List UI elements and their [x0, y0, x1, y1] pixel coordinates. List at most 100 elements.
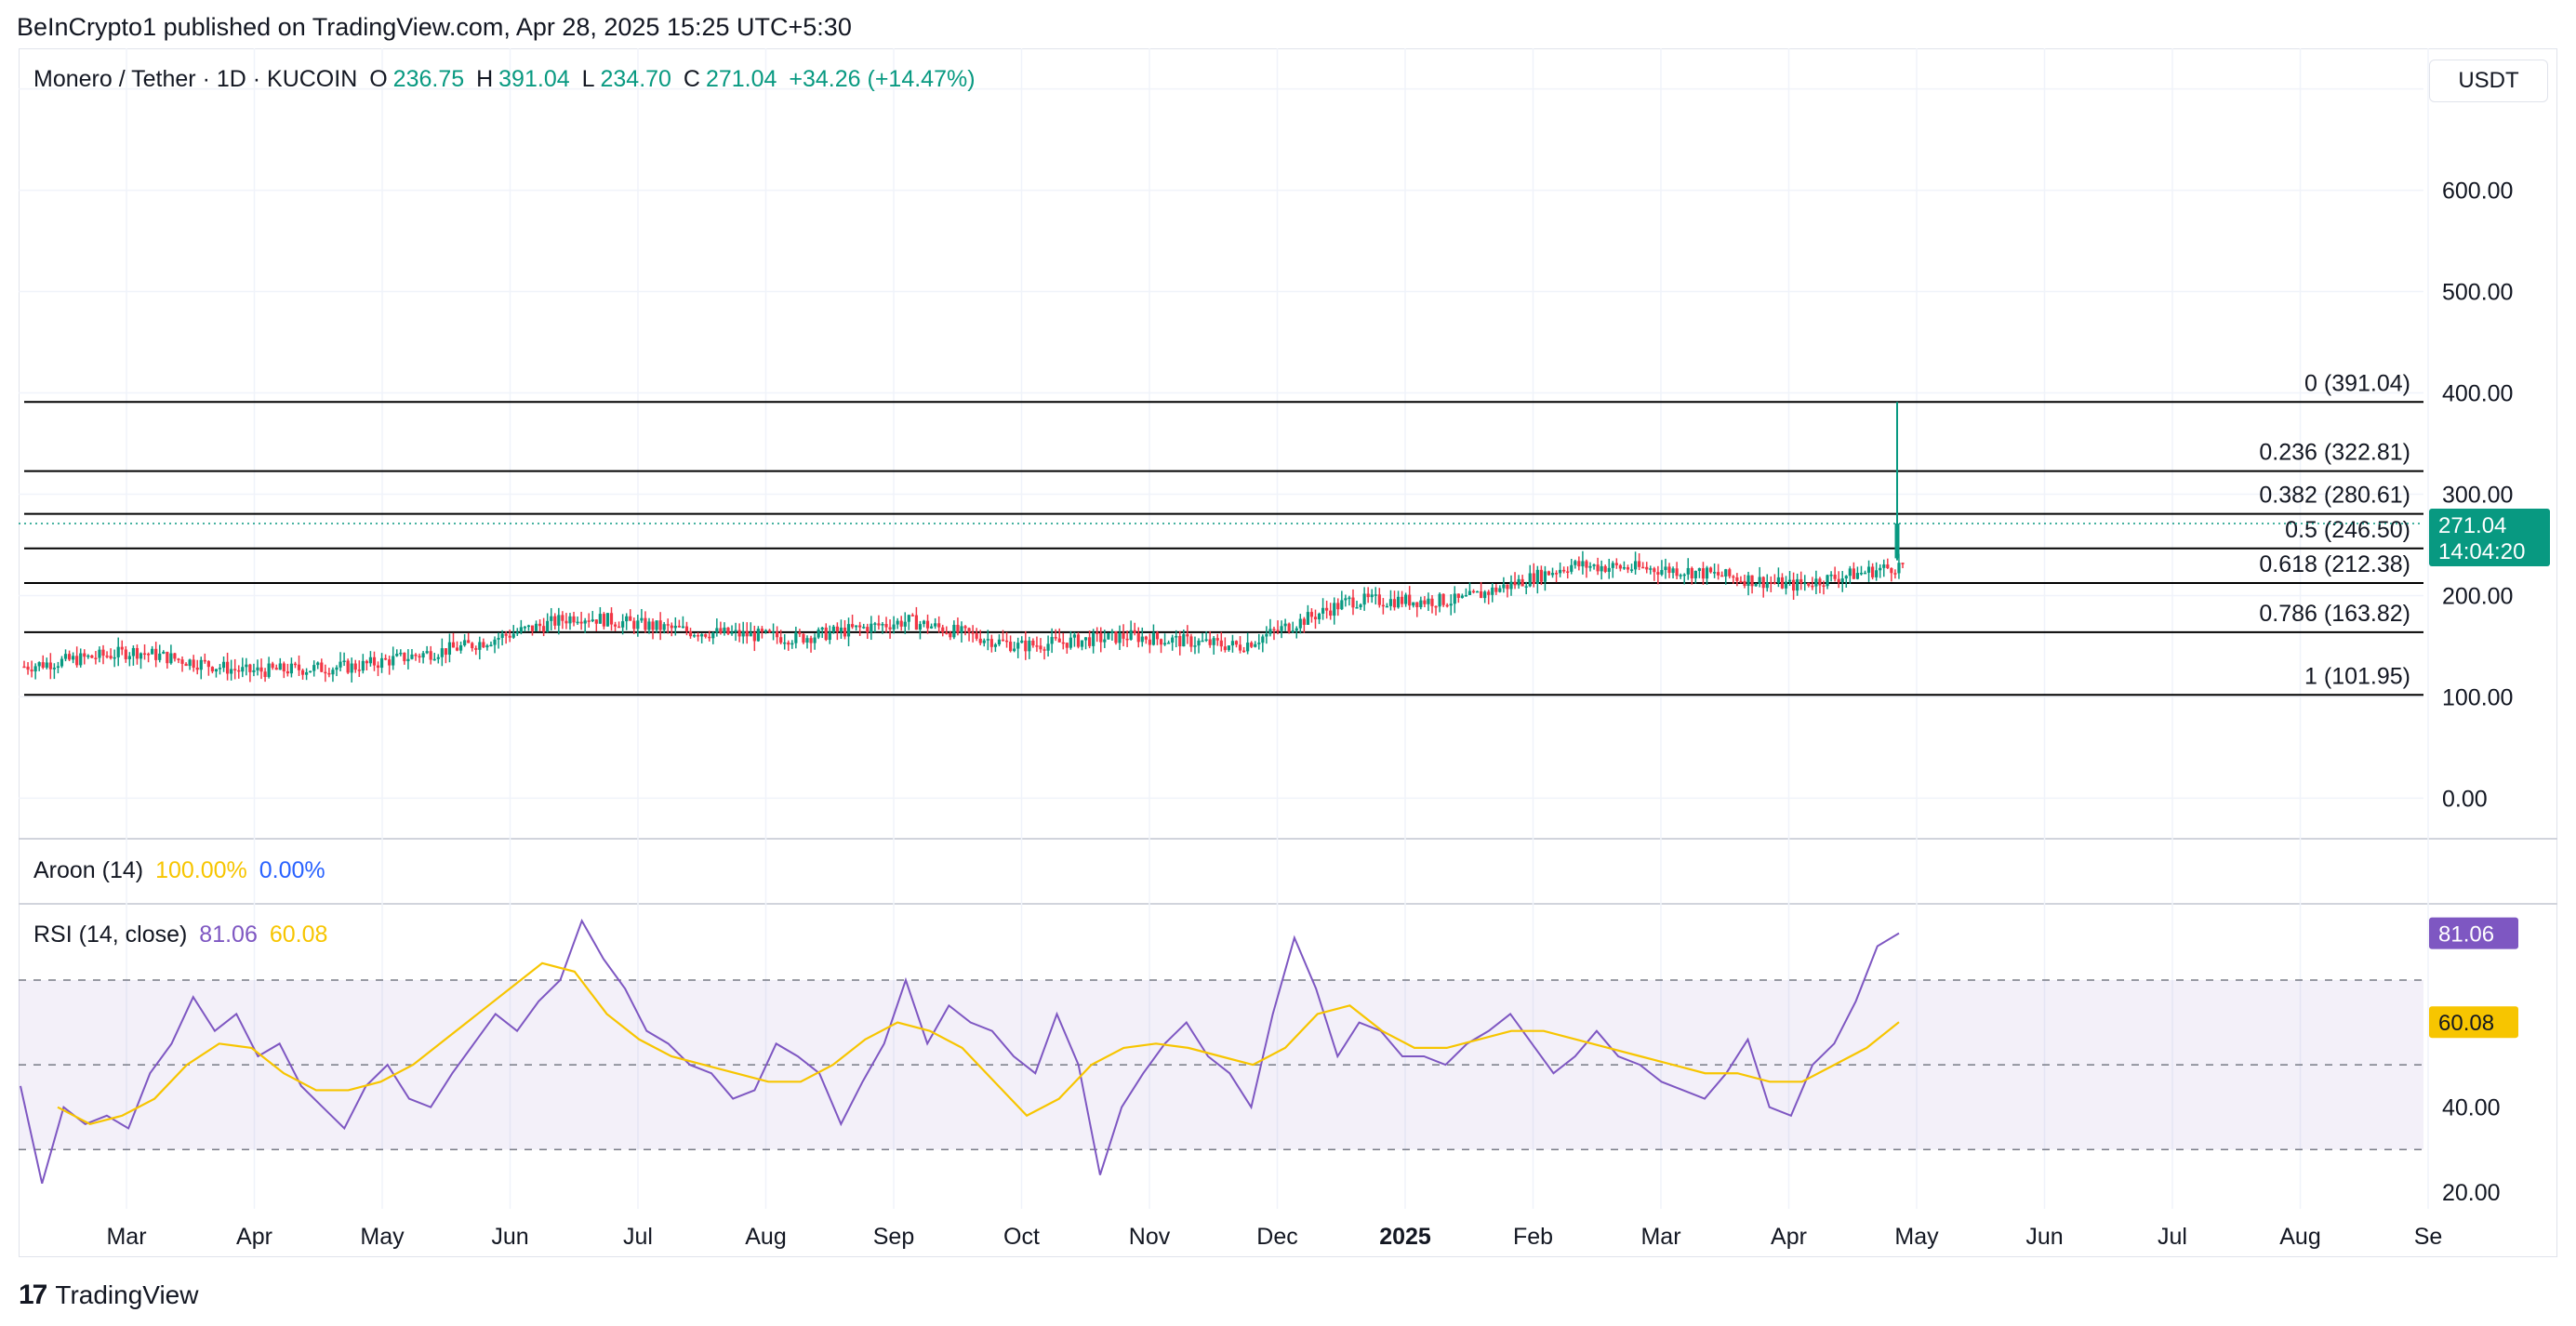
symbol-title[interactable]: Monero / Tether · 1D · KUCOIN — [33, 66, 358, 92]
x-tick-label: Sep — [873, 1224, 914, 1250]
candle-body — [771, 631, 776, 633]
candle-body — [708, 636, 711, 639]
last-candle-body — [1894, 524, 1900, 559]
candle-body — [52, 668, 56, 670]
rsi-title[interactable]: RSI (14, close) — [33, 922, 188, 948]
candle-body — [1155, 632, 1160, 640]
candle-body — [305, 671, 309, 675]
candle-body — [1427, 598, 1430, 604]
candle-body — [1028, 640, 1031, 652]
candle-body — [1238, 644, 1242, 651]
candle-body — [960, 626, 963, 633]
aroon-title[interactable]: Aroon (14) — [33, 857, 144, 883]
candle-body — [1280, 626, 1283, 631]
candle-body — [658, 620, 662, 630]
candle-body — [1171, 637, 1175, 643]
candle-body — [1265, 633, 1268, 637]
x-tick-label: Se — [2414, 1224, 2443, 1250]
candle-body — [342, 660, 346, 663]
candle-body — [1272, 629, 1276, 630]
candle-body — [1882, 564, 1886, 568]
candle-body — [1607, 567, 1611, 572]
candle-body — [327, 672, 331, 675]
candle-body — [1348, 597, 1351, 600]
candle-body — [625, 616, 629, 622]
candle-body — [1577, 561, 1581, 567]
x-tick-label: Aug — [745, 1224, 786, 1250]
candle-body — [1344, 598, 1348, 601]
candle-body — [1550, 573, 1555, 576]
candle-body — [316, 662, 320, 666]
candle-body — [1859, 572, 1864, 575]
candle-body — [376, 665, 380, 669]
candle-body — [1423, 600, 1427, 604]
candle-body — [877, 623, 881, 626]
candle-body — [1746, 575, 1750, 587]
fib-level-label: 0.5 (246.50) — [2285, 517, 2410, 543]
candle-body — [1381, 604, 1385, 607]
rsi-value-badge — [2429, 917, 2518, 949]
candle-body — [37, 662, 41, 667]
candle-body — [858, 625, 862, 628]
candle-body — [210, 667, 215, 672]
fib-level-label: 1 (101.95) — [2304, 663, 2410, 689]
candle-body — [1412, 602, 1415, 606]
brand[interactable]: 17 TradingView — [19, 1280, 198, 1311]
candle-body — [471, 643, 474, 649]
candle-body — [1739, 580, 1743, 583]
candle-body — [587, 620, 591, 622]
candle-body — [1080, 640, 1084, 647]
candle-body — [1441, 593, 1445, 605]
candle-body — [910, 615, 914, 617]
candle-body — [30, 670, 33, 672]
candle-body — [285, 670, 289, 674]
candle-body — [225, 661, 230, 674]
candle-body — [1396, 596, 1401, 608]
candle-body — [1415, 602, 1419, 607]
candle-body — [1321, 607, 1325, 614]
candle-body — [1600, 565, 1603, 572]
candle-body — [534, 623, 538, 631]
candle-body — [297, 664, 301, 670]
fib-level-label: 0 (391.04) — [2304, 370, 2410, 396]
aroon-up-value: 100.00% — [155, 857, 247, 883]
candles-group — [22, 550, 1905, 683]
candle-body — [850, 624, 855, 628]
candle-body — [805, 638, 809, 643]
candle-body — [711, 632, 715, 639]
candle-body — [892, 624, 896, 630]
candle-body — [166, 652, 169, 664]
currency-selector[interactable]: USDT — [2429, 60, 2548, 102]
candle-body — [941, 627, 945, 633]
candle-body — [776, 631, 779, 638]
candle-body — [1471, 590, 1476, 593]
candle-body — [1230, 641, 1235, 646]
candle-body — [1524, 586, 1528, 588]
candle-body — [688, 631, 693, 637]
candle-body — [1009, 642, 1013, 652]
candle-body — [914, 615, 918, 630]
candle-body — [1257, 643, 1261, 644]
candle-body — [1246, 643, 1250, 652]
candle-body — [278, 663, 282, 670]
candle-body — [22, 666, 26, 669]
candle-body — [1201, 640, 1204, 643]
x-tick-label: Mar — [1640, 1224, 1680, 1250]
candle-body — [896, 620, 899, 625]
rsi-y-tick-label: 20.00 — [2442, 1180, 2501, 1206]
close-value: 271.04 — [705, 66, 777, 92]
candle-body — [425, 651, 429, 654]
candle-body — [550, 616, 553, 621]
candle-body — [1761, 577, 1765, 589]
candle-body — [1717, 572, 1720, 576]
candle-body — [756, 629, 760, 642]
candle-body — [870, 623, 873, 633]
candle-body — [79, 653, 83, 666]
candle-body — [399, 652, 403, 655]
candle-body — [1480, 590, 1483, 599]
candle-body — [1004, 640, 1009, 643]
candle-body — [673, 626, 677, 629]
fib-level-label: 0.236 (322.81) — [2259, 440, 2410, 466]
candle-body — [1133, 630, 1136, 633]
